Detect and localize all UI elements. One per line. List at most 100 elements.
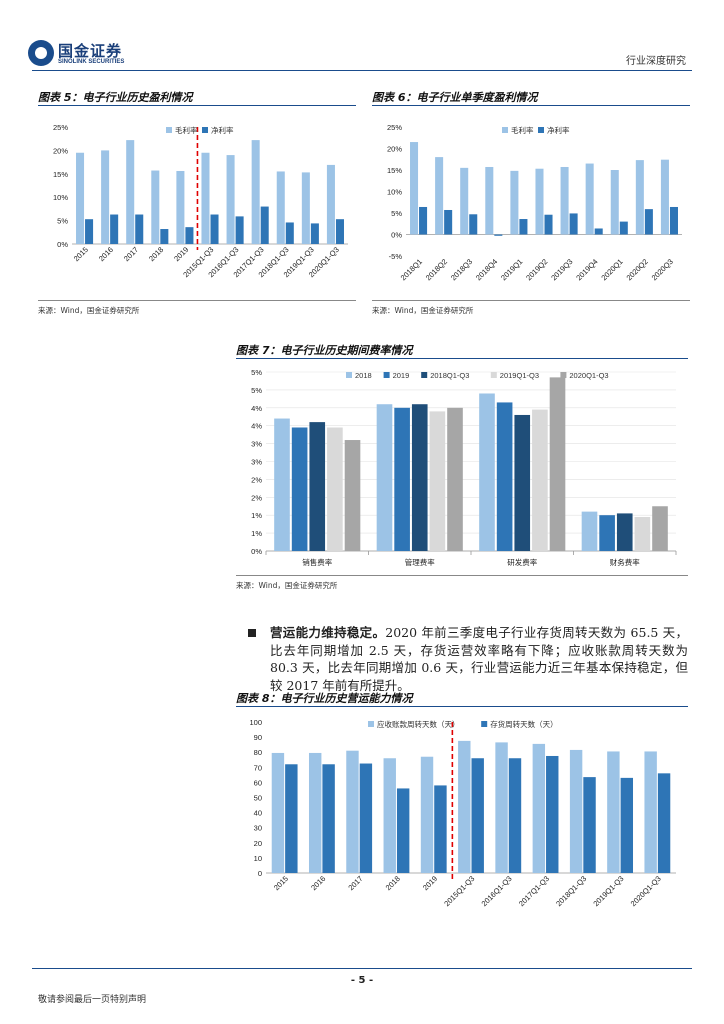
bar-fig7-s0-c2 — [479, 393, 495, 551]
footer-disclaimer: 敬请参阅最后一页特别声明 — [38, 995, 147, 1005]
bar-fig8-s1-c10 — [657, 773, 671, 873]
y-tick-label: 1% — [251, 511, 262, 520]
y-tick-label: 100 — [249, 718, 262, 727]
y-tick-label: 30 — [254, 824, 262, 833]
fig8-rule — [236, 706, 688, 707]
bar-fig8-s1-c3 — [396, 788, 410, 873]
x-tick-label: 2019Q1-Q3 — [591, 874, 625, 908]
bar-fig5-s0-c1 — [101, 150, 110, 244]
fig7-rule — [236, 358, 688, 359]
legend-label: 存货周转天数（天） — [490, 719, 558, 729]
paragraph-body: 2020 年前三季度电子行业存货周转天数为 65.5 天，比去年同期增加 2.5… — [270, 625, 688, 693]
bar-fig5-s1-c6 — [235, 216, 244, 244]
legend-swatch — [490, 372, 497, 378]
bar-fig6-s1-c5 — [544, 214, 553, 235]
bar-fig5-s0-c7 — [251, 140, 260, 244]
x-tick-label: 财务费率 — [610, 557, 640, 567]
x-tick-label: 2019 — [421, 874, 439, 892]
fig5-bottom-rule — [38, 300, 356, 301]
fig7-source: 来源：Wind，国金证券研究所 — [236, 581, 338, 590]
bar-fig7-s4-c3 — [652, 506, 668, 551]
bar-fig5-s1-c7 — [260, 206, 269, 244]
y-tick-label: 10 — [254, 854, 262, 863]
y-tick-label: 25% — [387, 123, 402, 132]
bar-fig8-s0-c4 — [420, 756, 434, 873]
bar-fig8-s0-c2 — [346, 750, 359, 873]
bar-fig6-s0-c7 — [585, 163, 594, 235]
legend-label: 2018Q1-Q3 — [430, 371, 469, 380]
legend-label: 净利率 — [547, 125, 570, 135]
legend-swatch — [538, 127, 544, 133]
bullet-square — [248, 629, 256, 637]
bar-fig6-s0-c6 — [560, 166, 569, 235]
x-tick-label: 2019Q2 — [524, 257, 549, 282]
bar-fig5-s1-c0 — [85, 219, 94, 244]
legend-label: 2019 — [393, 371, 410, 380]
x-tick-label: 研发费率 — [507, 557, 537, 567]
y-tick-label: -5% — [389, 252, 403, 261]
logo-text-cn: 国金证券 — [58, 42, 123, 60]
bar-fig5-s0-c4 — [176, 170, 185, 244]
x-tick-label: 2018Q1 — [399, 257, 424, 282]
bar-fig7-s3-c2 — [532, 409, 548, 551]
bar-fig8-s0-c6 — [495, 742, 508, 873]
legend-label: 毛利率 — [175, 125, 198, 135]
fig6-title: 图表 6：电子行业单季度盈利情况 — [372, 91, 538, 104]
legend-swatch — [383, 372, 390, 378]
bar-fig7-s2-c0 — [309, 422, 326, 551]
bar-fig5-s0-c6 — [226, 155, 235, 244]
bar-fig8-s1-c9 — [620, 777, 634, 873]
y-tick-label: 80 — [254, 748, 262, 757]
bar-fig7-s1-c1 — [394, 407, 410, 551]
bar-fig6-s1-c3 — [494, 234, 503, 236]
bar-fig5-s1-c2 — [135, 214, 144, 244]
bar-fig8-s1-c6 — [508, 758, 522, 873]
page-number: - 5 - — [350, 975, 374, 986]
x-tick-label: 销售费率 — [302, 557, 332, 567]
legend-swatch — [421, 372, 428, 378]
x-tick-label: 2020Q3 — [650, 257, 675, 282]
y-tick-label: 1% — [251, 529, 262, 538]
fig7-title: 图表 7：电子行业历史期间费率情况 — [236, 344, 413, 357]
fig5-chart: 0%5%10%15%20%25%2015 2016 2017 2018 20192015… — [53, 123, 348, 279]
x-tick-label: 2018Q1-Q3 — [554, 874, 588, 908]
y-tick-label: 50 — [254, 794, 262, 803]
logo-text-en: SINOLINK SECURITIES — [58, 59, 125, 65]
bar-fig8-s1-c5 — [471, 758, 484, 873]
fig6-chart: -5%0%5%10%15%20%25%2018Q1 2018Q2 2018Q3 201… — [387, 123, 682, 282]
bar-fig6-s0-c4 — [510, 170, 519, 235]
bar-fig5-s1-c10 — [335, 219, 344, 244]
fig6-source: 来源：Wind，国金证券研究所 — [372, 306, 474, 315]
legend-label: 2018 — [355, 371, 372, 380]
bar-fig8-s1-c8 — [583, 777, 596, 873]
bar-fig7-s3-c3 — [634, 516, 651, 551]
x-tick-label: 2018Q2 — [424, 257, 449, 282]
bar-fig6-s0-c5 — [535, 168, 544, 235]
y-tick-label: 0% — [391, 231, 402, 240]
bar-fig5-s1-c8 — [285, 222, 294, 244]
y-tick-label: 10% — [53, 193, 68, 202]
bar-fig8-s0-c3 — [383, 758, 396, 873]
report-type: 行业深度研究 — [626, 56, 686, 67]
y-tick-label: 0 — [258, 869, 262, 878]
x-tick-label: 2017 — [346, 874, 364, 892]
x-tick-label: 2018Q4 — [474, 257, 499, 282]
header-rule — [32, 70, 692, 71]
legend-swatch — [202, 127, 208, 133]
legend-label: 净利率 — [211, 125, 234, 135]
y-tick-label: 5% — [251, 368, 262, 377]
legend-label: 毛利率 — [511, 125, 534, 135]
legend-swatch — [166, 127, 172, 133]
bar-fig5-s1-c1 — [110, 214, 119, 244]
bar-fig5-s0-c2 — [126, 140, 135, 244]
y-tick-label: 20% — [53, 146, 68, 155]
x-tick-label: 2019Q3 — [549, 257, 574, 282]
x-tick-label: 2020Q2 — [625, 257, 650, 282]
bar-fig6-s1-c6 — [569, 213, 578, 235]
y-tick-label: 10% — [387, 188, 402, 197]
bar-fig7-s2-c1 — [411, 404, 428, 551]
legend-label: 应收账款周转天数（天） — [377, 719, 460, 729]
y-tick-label: 2% — [251, 475, 262, 484]
x-tick-label: 2016 — [309, 874, 327, 892]
bar-fig8-s1-c2 — [359, 763, 373, 873]
